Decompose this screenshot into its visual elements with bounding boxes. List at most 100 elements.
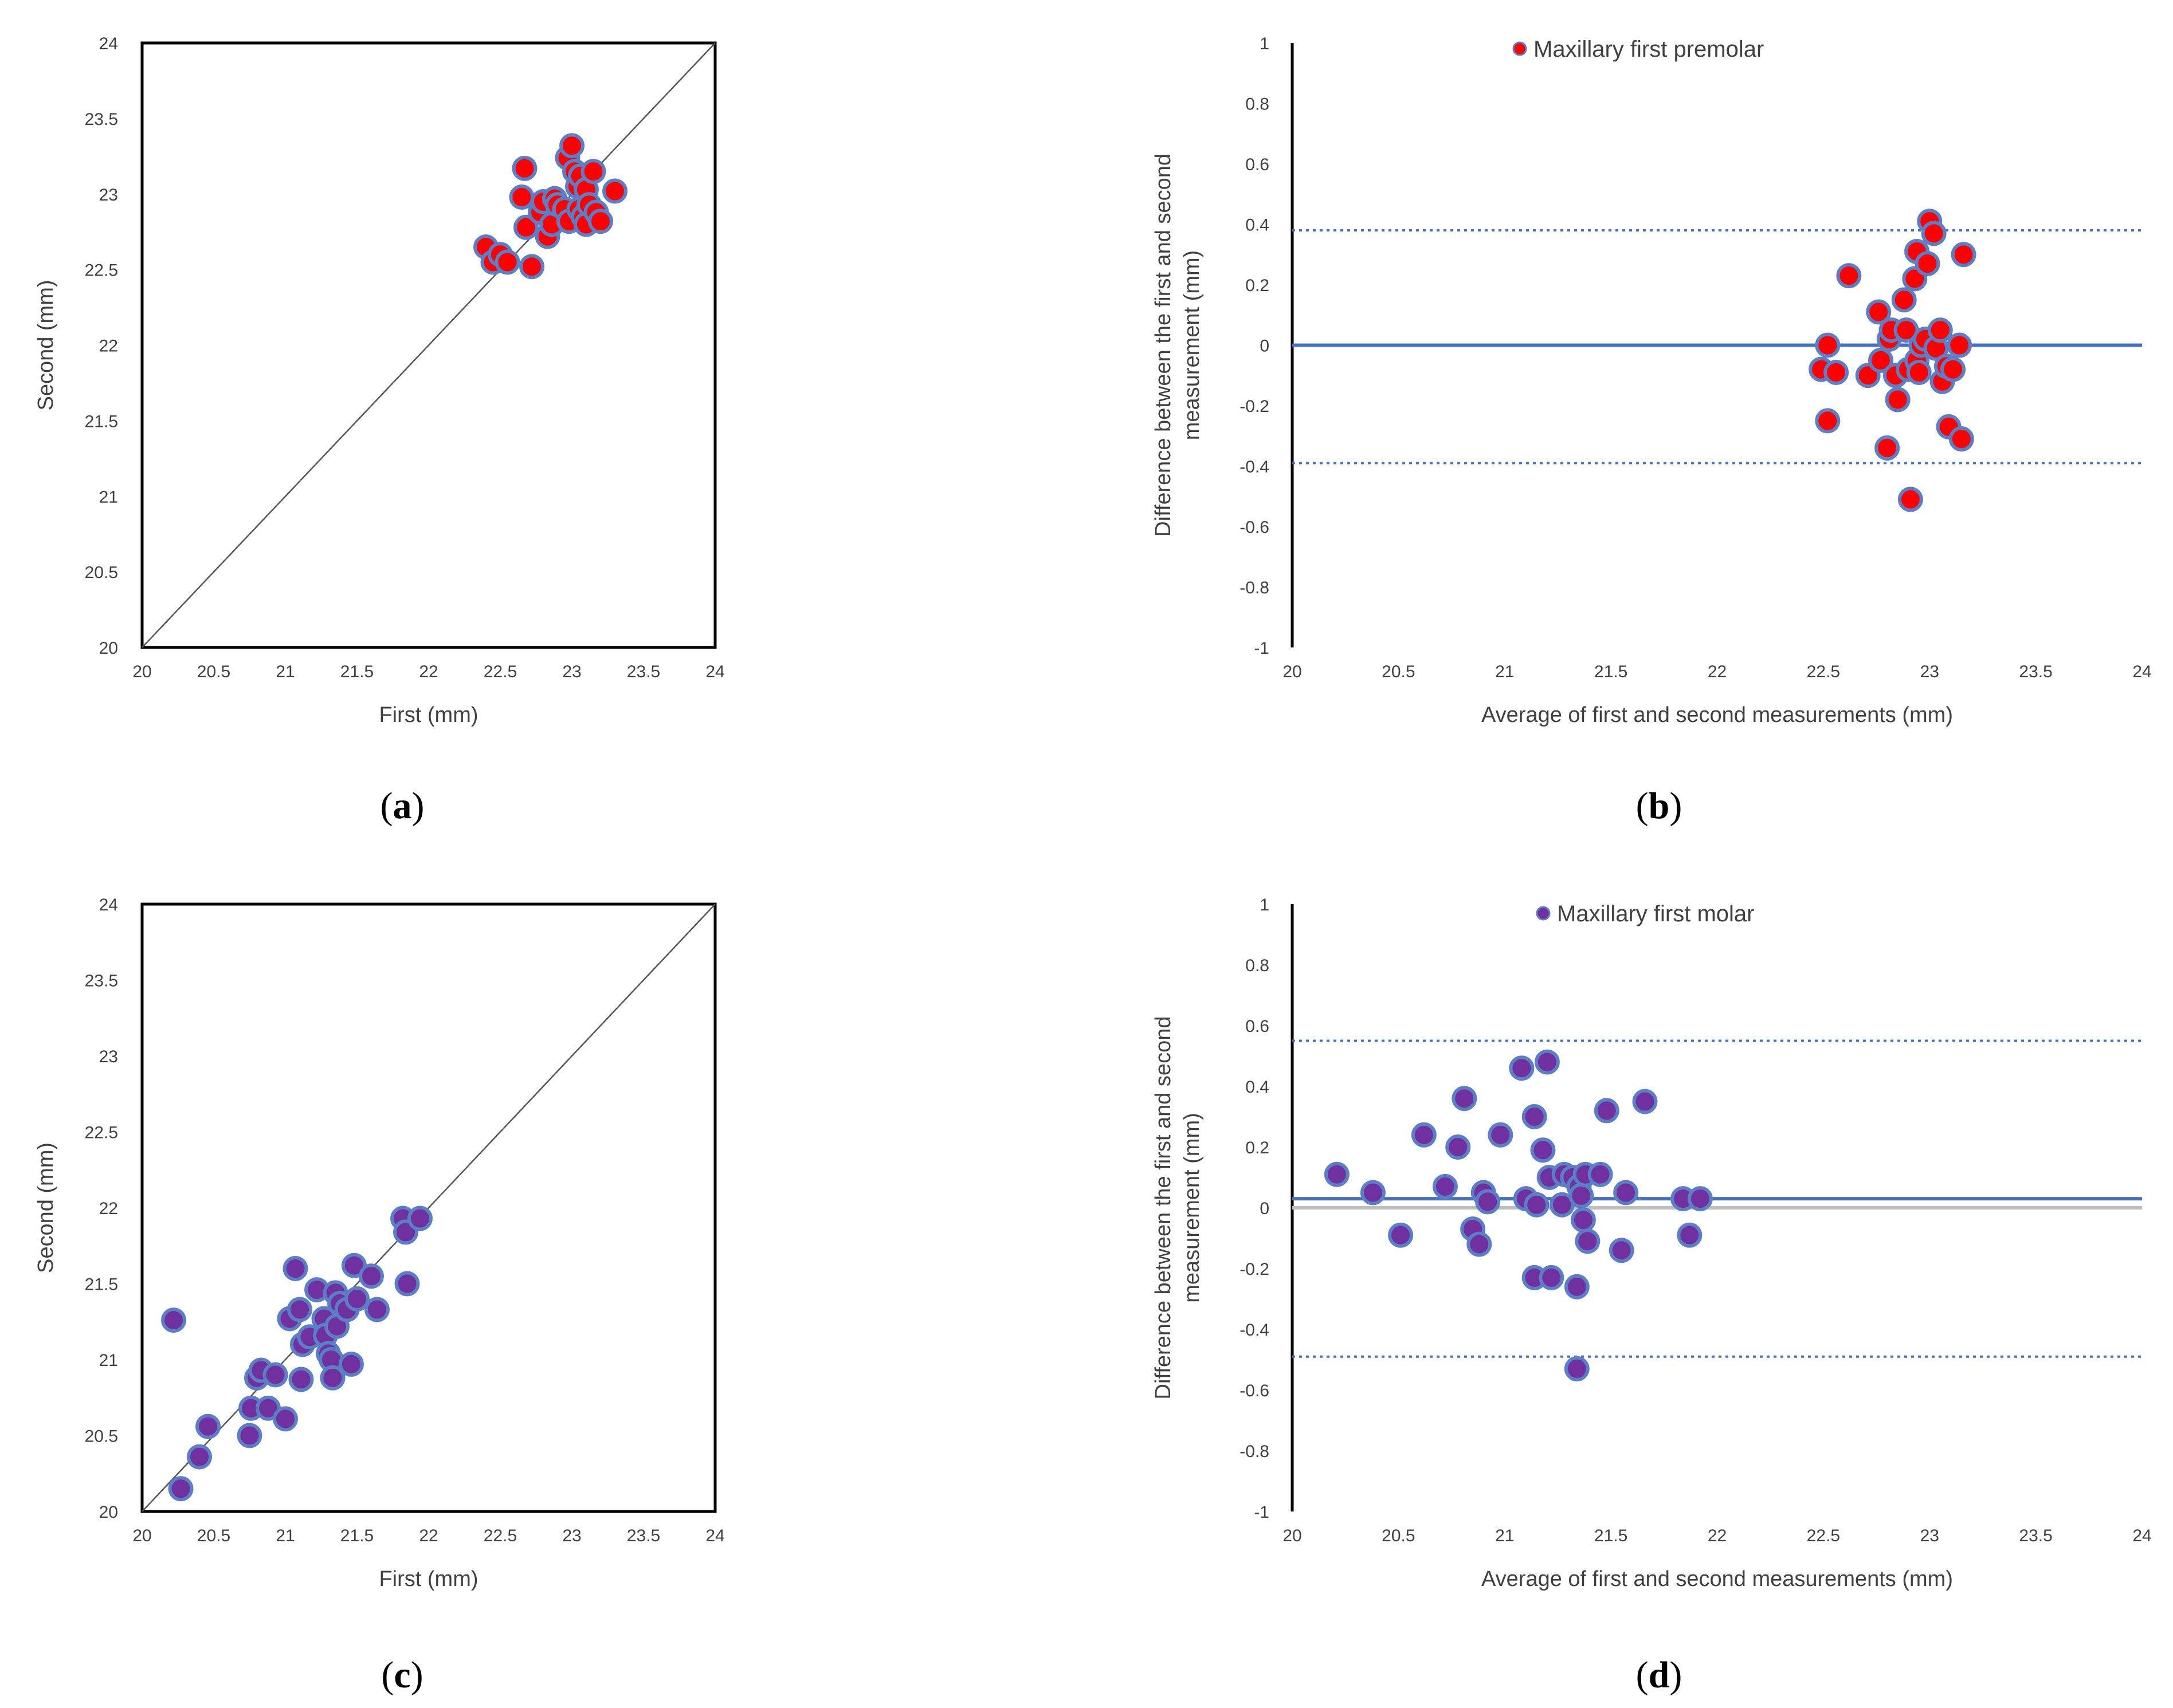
y-tick-label: 23.5 <box>85 972 118 991</box>
y-tick-label: -0.8 <box>1240 579 1269 598</box>
data-point <box>1534 1049 1560 1075</box>
x-tick-label: 20 <box>132 1526 151 1545</box>
data-point <box>1951 242 1976 268</box>
y-tick-label: 1 <box>1260 34 1269 53</box>
legend-label: Maxillary first molar <box>1557 901 1754 926</box>
x-tick-label: 22.5 <box>484 1526 517 1545</box>
y-tick-label: 21.5 <box>85 412 118 431</box>
x-tick-label: 24 <box>705 662 724 681</box>
data-point <box>407 1206 433 1231</box>
data-point <box>1432 1173 1458 1199</box>
legend-marker <box>1512 41 1527 56</box>
y-tick-label: 22.5 <box>85 261 118 280</box>
y-tick-label: -0.6 <box>1240 1381 1269 1400</box>
data-point <box>1940 356 1966 382</box>
y-tick-label: 0 <box>1260 337 1269 356</box>
panel-label-c: (c) <box>381 1654 423 1696</box>
x-tick-label: 20.5 <box>197 1526 230 1545</box>
x-tick-label: 22 <box>1708 662 1727 681</box>
data-point <box>1475 1189 1501 1215</box>
data-point <box>588 209 613 234</box>
panel-label-d: (d) <box>1636 1654 1682 1696</box>
x-tick-label: 23.5 <box>2019 662 2052 681</box>
data-point <box>559 133 585 159</box>
y-tick-label: 23 <box>99 186 118 205</box>
data-point <box>288 1367 314 1392</box>
y-tick-label: 20.5 <box>85 563 118 582</box>
data-point <box>1609 1238 1634 1263</box>
panel-a-scatter-first-vs-second: 20 20.5 21 21.5 22 22.5 23 23.5 24 20 20.5 21 21.5 22… <box>34 34 725 727</box>
data-point <box>1815 332 1841 358</box>
data-point <box>1587 1161 1613 1187</box>
x-tick-label: 23.5 <box>2019 1526 2052 1545</box>
data-point <box>1868 347 1893 373</box>
x-tick-label: 21.5 <box>340 1526 374 1545</box>
y-tick-label: -0.4 <box>1240 1321 1269 1340</box>
y-tick-label: -0.4 <box>1240 458 1269 477</box>
x-tick-label: 20 <box>1282 1526 1301 1545</box>
data-point <box>161 1307 186 1333</box>
data-point <box>1324 1161 1350 1187</box>
y-axis-label-line-1: Difference between the first and second <box>1151 154 1175 537</box>
data-point <box>320 1365 346 1391</box>
panel-c-scatter-first-vs-second: 20 20.5 21 21.5 22 22.5 23 23.5 24 20 20.5 21 21.5 22… <box>34 896 725 1591</box>
data-point <box>287 1297 312 1322</box>
data-point <box>1897 486 1923 512</box>
x-tick-label: 22 <box>1708 1526 1727 1545</box>
x-tick-label: 21.5 <box>340 662 374 681</box>
data-point <box>1947 332 1972 358</box>
y-tick-label: 0.2 <box>1245 1138 1269 1157</box>
data-point <box>519 254 544 280</box>
data-point <box>1885 387 1911 413</box>
data-point <box>513 214 539 240</box>
x-tick-label: 21 <box>276 1526 295 1545</box>
x-tick-label: 22.5 <box>1807 662 1840 681</box>
plot-frame <box>140 41 717 649</box>
data-point <box>187 1444 212 1470</box>
data-point <box>1915 251 1940 277</box>
y-tick-label: 22 <box>99 1199 118 1218</box>
data-point <box>168 1476 194 1502</box>
data-point <box>1613 1180 1639 1206</box>
data-point <box>394 1271 420 1297</box>
y-tick-label: -1 <box>1254 1503 1269 1522</box>
data-point <box>1570 1207 1596 1233</box>
y-axis-label: Second (mm) <box>34 280 58 410</box>
data-point <box>339 1351 364 1377</box>
x-tick-label: 20 <box>1282 662 1301 681</box>
data-point <box>1866 299 1892 325</box>
data-point <box>1575 1228 1601 1254</box>
x-axis-label: First (mm) <box>379 703 478 727</box>
data-point <box>580 159 606 184</box>
y-axis-label: Second (mm) <box>34 1142 58 1273</box>
data-point <box>509 184 535 210</box>
data-point <box>1874 435 1900 461</box>
data-point <box>1948 426 1974 452</box>
y-tick-label: 0.6 <box>1245 1017 1269 1036</box>
y-tick-label: -0.8 <box>1240 1442 1269 1461</box>
x-axis-label: Average of first and second measurements… <box>1481 703 1953 727</box>
data-point <box>1564 1274 1590 1299</box>
panel-d-bland-altman-molar: 20 20.5 21 21.5 22 22.5 23 23.5 24 -1 -0.8 -0.6 -0.4… <box>1151 896 2152 1591</box>
data-point <box>1687 1186 1713 1212</box>
y-tick-label: 0.8 <box>1245 95 1269 114</box>
data-point <box>1509 1055 1535 1081</box>
x-tick-label: 20.5 <box>197 662 230 681</box>
data-point <box>1594 1098 1619 1124</box>
data-point <box>1927 317 1953 343</box>
data-point <box>1452 1086 1477 1112</box>
data-point <box>1906 359 1932 385</box>
data-point <box>1568 1183 1594 1208</box>
y-tick-label: 22.5 <box>85 1124 118 1142</box>
x-tick-label: 21 <box>1495 662 1514 681</box>
x-tick-label: 24 <box>2132 1526 2151 1545</box>
x-tick-label: 23 <box>562 662 581 681</box>
data-point <box>1521 1104 1547 1129</box>
x-axis-label: First (mm) <box>379 1567 478 1591</box>
y-tick-label: 22 <box>99 337 118 356</box>
data-point <box>1677 1222 1703 1248</box>
data-point <box>1921 221 1947 246</box>
x-axis-label: Average of first and second measurements… <box>1481 1567 1953 1591</box>
x-tick-label: 23 <box>1920 1526 1939 1545</box>
